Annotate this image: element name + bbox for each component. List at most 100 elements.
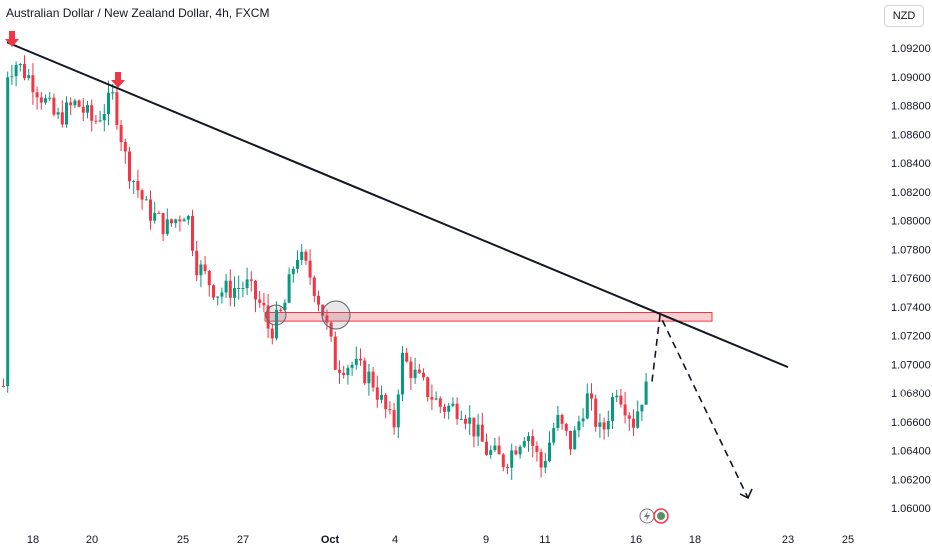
candle-body: [144, 199, 148, 201]
candle-body: [149, 199, 152, 221]
candle-body: [636, 411, 640, 428]
y-tick-label: 1.08200: [891, 187, 931, 199]
candle-body: [472, 417, 476, 437]
candle-body: [312, 277, 316, 296]
candle-body: [23, 63, 26, 79]
y-tick-label: 1.08600: [891, 129, 931, 141]
candle-body: [342, 372, 346, 376]
arrow-down-icon: [111, 72, 125, 88]
candle-body: [140, 190, 144, 200]
flag-icon: [657, 512, 665, 520]
candle-body: [598, 422, 602, 427]
candle-body: [594, 398, 598, 427]
x-tick-label: 18: [27, 534, 39, 546]
candle-body: [346, 367, 350, 376]
candle-body: [384, 394, 388, 410]
candle-body: [249, 279, 253, 281]
projection-arrowhead: [739, 488, 753, 500]
candle-body: [317, 295, 320, 305]
candle-body: [501, 454, 505, 468]
x-tick-label: 11: [539, 534, 550, 546]
candle-body: [128, 151, 131, 182]
candle-body: [430, 397, 434, 400]
candle-body: [39, 97, 43, 103]
candle-body: [354, 358, 358, 365]
candle-body: [590, 393, 593, 399]
candle-body: [241, 287, 245, 289]
candle-body: [165, 219, 169, 235]
candle-body: [283, 302, 287, 311]
highlight-circle: [265, 304, 287, 326]
y-tick-label: 1.06600: [891, 417, 931, 429]
candle-body: [619, 395, 623, 405]
candle-body: [640, 404, 644, 412]
candle-body: [27, 75, 31, 79]
candle-body: [623, 404, 627, 416]
downtrend-line[interactable]: [6, 41, 789, 369]
annotation-markers: [5, 31, 351, 330]
candle-body: [132, 180, 136, 182]
candle-body: [329, 322, 333, 337]
currency-button[interactable]: NZD: [884, 5, 924, 27]
candle-body: [111, 92, 115, 94]
y-tick-label: 1.06400: [891, 446, 931, 458]
candle-body: [2, 385, 5, 387]
candle-body: [560, 414, 564, 424]
candle-body: [291, 268, 295, 275]
candle-body: [409, 361, 413, 379]
resistance-zone-rect[interactable]: [264, 312, 713, 322]
candle-body: [577, 421, 581, 431]
candle-body: [401, 352, 404, 395]
candle-body: [359, 358, 362, 361]
candle-body: [489, 450, 493, 455]
candle-body: [6, 77, 10, 387]
candle-body: [510, 450, 514, 468]
candle-body: [506, 467, 509, 469]
candle-body: [107, 92, 110, 115]
projection-polyline: [651, 312, 749, 499]
x-tick-label: 27: [237, 534, 249, 546]
candle-body: [178, 219, 182, 222]
candle-body: [413, 369, 417, 379]
candle-body: [632, 418, 635, 428]
candle-body: [94, 120, 98, 122]
candle-body: [174, 219, 178, 224]
candle-body: [262, 302, 266, 306]
candle-body: [35, 92, 39, 98]
candle-body: [552, 428, 556, 443]
candle-body: [539, 451, 543, 468]
candle-body: [161, 212, 165, 235]
candle-body: [170, 219, 173, 224]
candle-body: [73, 100, 77, 106]
candle-body: [333, 336, 337, 370]
candle-body: [615, 395, 619, 398]
candle-body: [426, 377, 430, 398]
candle-body: [375, 387, 379, 400]
candle-body: [325, 315, 329, 323]
candle-body: [18, 63, 22, 66]
candle-body: [296, 259, 299, 269]
candle-body: [443, 406, 446, 412]
last-price-value: 1.06845: [888, 382, 928, 394]
candle-body: [606, 420, 610, 430]
candle-body: [300, 251, 304, 260]
candle-body: [216, 296, 220, 298]
candle-body: [417, 369, 421, 373]
highlight-circle: [321, 300, 351, 330]
event-icons[interactable]: [639, 508, 669, 524]
trendline-segment[interactable]: [6, 41, 789, 369]
x-tick-label: 4: [392, 534, 398, 546]
candle-body: [363, 360, 367, 384]
candle-body: [212, 285, 215, 298]
y-tick-label: 1.06800: [891, 388, 931, 400]
candle-body: [98, 120, 102, 122]
candle-body: [514, 450, 518, 455]
candle-body: [203, 264, 207, 271]
last-price-symbol: AUDNZD: [840, 382, 886, 394]
candle-body: [233, 288, 236, 298]
candle-body: [102, 114, 106, 121]
candle-body: [627, 415, 631, 419]
x-tick-label: 25: [177, 534, 189, 546]
candle-body: [573, 430, 577, 450]
